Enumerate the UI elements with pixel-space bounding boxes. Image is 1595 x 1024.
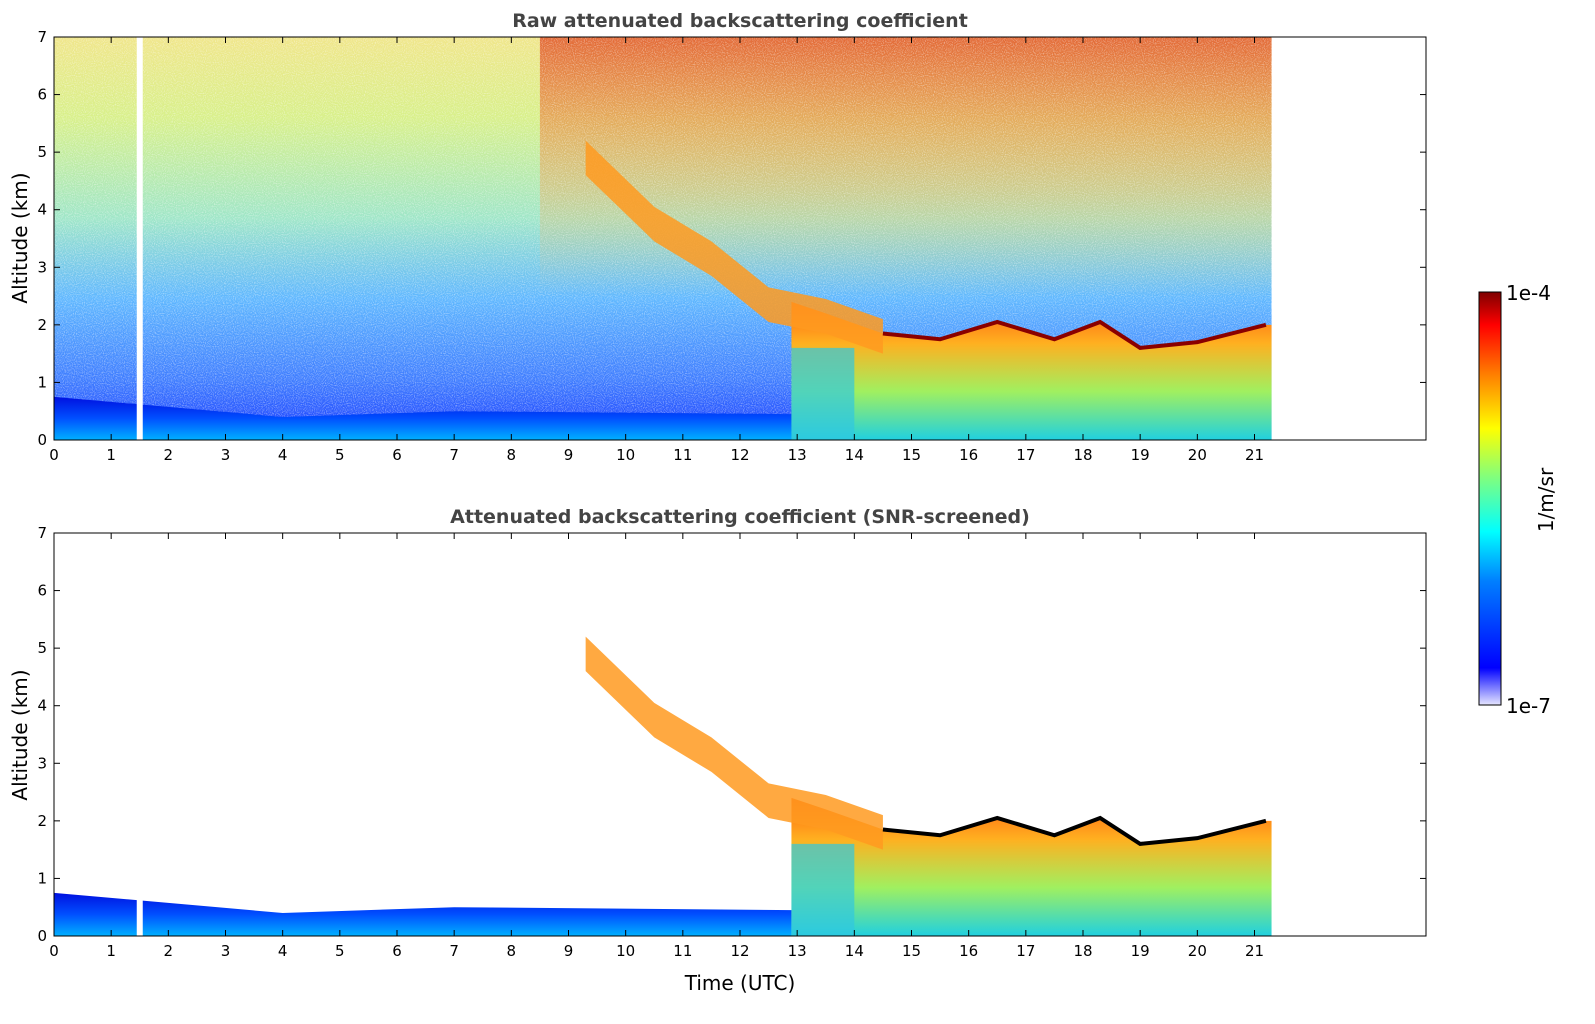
panel-raw-x-tick-label: 5 [335,446,345,464]
panel-screened-cyan-gap [791,843,855,936]
panel-raw-x-tick-label: 19 [1131,446,1150,464]
panel-raw: Raw attenuated backscattering coefficien… [8,10,1427,464]
panel-raw-y-tick-label: 3 [37,258,47,276]
panel-raw-descending-layer [585,140,883,354]
colorbar-unit-label: 1/m/sr [1534,467,1558,532]
panel-screened-x-tick-label: 1 [106,942,116,960]
panel-raw-x-tick-label: 0 [49,446,59,464]
panel-screened-x-tick-label: 12 [730,942,749,960]
panel-screened-x-tick-label: 11 [673,942,692,960]
panel-raw-y-tick-label: 4 [37,201,47,219]
panel-screened-x-tick-label: 5 [335,942,345,960]
panel-screened-y-tick-label: 1 [37,869,47,887]
panel-raw-x-tick-label: 10 [616,446,635,464]
panel-screened-x-tick-label: 4 [278,942,288,960]
panel-raw-x-tick-label: 2 [164,446,174,464]
panel-raw-y-ticks: 0 1 2 3 4 5 6 7 [37,28,1426,449]
panel-raw-frame [53,36,1427,441]
panel-screened-y-tick-label: 3 [37,754,47,772]
panel-screened-y-label: Altitude (km) [8,669,32,800]
colorbar-max-label: 1e-4 [1506,281,1551,305]
panel-screened-x-tick-label: 15 [902,942,921,960]
panel-screened-x-tick-label: 16 [959,942,978,960]
panel-screened-layer-top-line [882,815,1267,846]
panel-raw-x-tick-label: 4 [278,446,288,464]
panel-raw-y-tick-label: 0 [37,431,47,449]
panel-raw-y-tick-label: 5 [37,143,47,161]
panel-screened-y-tick-label: 7 [37,524,47,542]
panel-screened-y-tick-label: 5 [37,639,47,657]
panel-raw-image [54,37,1272,440]
panel-raw-x-tick-label: 12 [730,446,749,464]
panel-raw-x-tick-label: 3 [221,446,231,464]
panel-screened-x-tick-label: 3 [221,942,231,960]
panel-screened-image [54,533,1272,936]
panel-screened-x-tick-label: 6 [392,942,402,960]
panel-raw-x-tick-label: 15 [902,446,921,464]
panel-raw-y-tick-label: 1 [37,373,47,391]
panel-raw-x-tick-label: 21 [1245,446,1264,464]
panel-raw-y-tick-label: 7 [37,28,47,46]
panel-raw-x-tick-label: 6 [392,446,402,464]
panel-screened-frame [53,532,1427,937]
panel-screened-x-tick-label: 20 [1188,942,1207,960]
panel-raw-plot-area [54,37,1272,440]
panel-raw-x-tick-label: 20 [1188,446,1207,464]
panel-raw-y-tick-label: 2 [37,316,47,334]
panel-raw-x-tick-label: 13 [788,446,807,464]
panel-screened-y-tick-label: 6 [37,582,47,600]
panel-screened-x-tick-label: 21 [1245,942,1264,960]
panel-raw-x-ticks: 0 1 2 3 4 5 6 7 8 9 10 11 12 13 14 15 16 17 18 19 20 21 [49,37,1264,464]
panel-screened-x-tick-label: 18 [1073,942,1092,960]
panel-raw-low-aerosol-layer [54,396,792,440]
panel-screened-title: Attenuated backscattering coefficient (S… [450,506,1030,528]
panel-screened-boundary-layer [791,797,1272,936]
panel-screened-data-gap [136,533,143,936]
panel-raw-x-tick-label: 7 [449,446,459,464]
panel-raw-x-tick-label: 14 [845,446,864,464]
panel-raw-layer-top-line [882,319,1267,350]
panel-screened-x-tick-label: 17 [1016,942,1035,960]
panel-screened-x-tick-label: 2 [164,942,174,960]
panel-screened-x-tick-label: 10 [616,942,635,960]
panel-screened-x-tick-label: 0 [49,942,59,960]
panel-screened-x-tick-label: 13 [788,942,807,960]
panel-screened-x-tick-label: 19 [1131,942,1150,960]
panel-raw-y-label: Altitude (km) [8,172,32,303]
panel-screened-y-tick-label: 4 [37,697,47,715]
panel-screened-x-tick-label: 14 [845,942,864,960]
panel-raw-y-tick-label: 6 [37,86,47,104]
panel-screened-x-tick-label: 8 [507,942,517,960]
panel-raw-x-tick-label: 16 [959,446,978,464]
panel-raw-x-tick-label: 11 [673,446,692,464]
panel-raw-x-tick-label: 8 [507,446,517,464]
panel-screened-descending-layer [585,636,883,850]
panel-screened-plot-area [54,533,1272,936]
colorbar: 1e-4 1e-7 1/m/sr [1478,281,1558,718]
panel-screened-low-aerosol-layer [54,892,792,936]
panel-screened-x-label: Time (UTC) [684,971,796,995]
panel-raw-title: Raw attenuated backscattering coefficien… [512,10,968,32]
panel-raw-x-tick-label: 18 [1073,446,1092,464]
panel-screened-y-tick-label: 2 [37,812,47,830]
colorbar-gradient [1478,291,1502,706]
panel-raw-x-tick-label: 9 [564,446,574,464]
panel-screened-x-ticks: 0 1 2 3 4 5 6 7 8 9 10 11 12 13 14 15 16 17 18 19 20 21 [49,533,1264,960]
panel-raw-cyan-gap [791,347,855,440]
colorbar-min-label: 1e-7 [1506,694,1551,718]
panel-screened: Attenuated backscattering coefficient (S… [8,506,1427,995]
panel-screened-y-tick-label: 0 [37,927,47,945]
panel-raw-data-gap [136,37,143,440]
panel-raw-x-tick-label: 1 [106,446,116,464]
panel-screened-x-tick-label: 9 [564,942,574,960]
panel-raw-x-tick-label: 17 [1016,446,1035,464]
panel-screened-x-tick-label: 7 [449,942,459,960]
